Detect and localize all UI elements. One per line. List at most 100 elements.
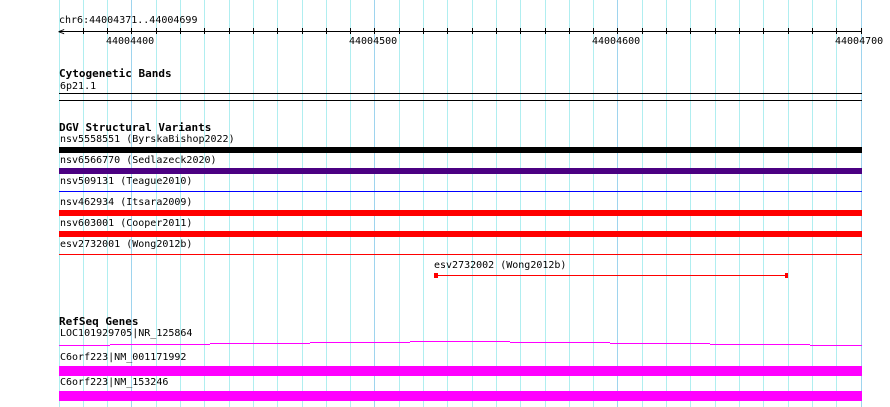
ruler-tick [229, 28, 230, 34]
grid-line [83, 0, 84, 407]
gene-line-segment[interactable] [310, 342, 410, 343]
ruler-label: 44004600 [592, 36, 641, 47]
variant-line[interactable] [59, 254, 862, 255]
gene-line-segment[interactable] [610, 343, 710, 344]
grid-line [423, 0, 424, 407]
variant-line[interactable] [59, 191, 862, 192]
ruler-tick [496, 28, 497, 34]
ruler-tick [788, 28, 789, 34]
ruler-tick [472, 28, 473, 34]
variant-bar[interactable] [59, 147, 862, 153]
ruler-tick [763, 28, 764, 34]
ruler-tick [277, 28, 278, 34]
grid-line [715, 0, 716, 407]
variant-bar[interactable] [59, 168, 862, 174]
grid-line [763, 0, 764, 407]
ruler-tick [399, 28, 400, 34]
ruler-tick [83, 28, 84, 34]
ruler-tick [326, 28, 327, 34]
grid-line [107, 0, 108, 407]
grid-line [59, 0, 60, 407]
ruler-tick [690, 28, 691, 34]
ruler-tick [156, 28, 157, 34]
band-label: 6p21.1 [60, 81, 97, 92]
grid-line [229, 0, 230, 407]
ruler-tick [180, 28, 181, 34]
grid-line [812, 0, 813, 407]
grid-line [593, 0, 594, 407]
ruler-tick [593, 28, 594, 34]
ruler-tick [350, 28, 351, 34]
track-title-refseq: RefSeq Genes [59, 315, 139, 328]
grid-line [374, 0, 375, 407]
ruler-tick [642, 28, 643, 34]
gene-label: LOC101929705|NR_125864 [60, 328, 193, 339]
band-line-top[interactable] [59, 93, 862, 94]
gene-line-segment[interactable] [110, 344, 210, 345]
variant-start-marker [434, 273, 438, 278]
gene-label: C6orf223|NM_001171992 [60, 352, 187, 363]
gene-line-segment[interactable] [410, 341, 510, 342]
ruler-tick [374, 28, 375, 34]
ruler-tick [302, 28, 303, 34]
variant-label: nsv6566770 (Sedlazeck2020) [60, 155, 217, 166]
gene-line-segment[interactable] [210, 343, 310, 344]
grid-line [302, 0, 303, 407]
gene-label: C6orf223|NM_153246 [60, 377, 169, 388]
ruler-tick [204, 28, 205, 34]
gene-bar[interactable] [59, 366, 862, 376]
track-title-cytoband: Cytogenetic Bands [59, 67, 172, 80]
variant-bar[interactable] [59, 210, 862, 216]
grid-line [520, 0, 521, 407]
left-arrow-icon[interactable]: < [58, 25, 65, 38]
ruler-tick [131, 28, 132, 34]
ruler-tick [812, 28, 813, 34]
grid-line [253, 0, 254, 407]
grid-line [666, 0, 667, 407]
gene-bar[interactable] [59, 391, 862, 401]
variant-label: nsv603001 (Cooper2011) [60, 218, 193, 229]
gene-line-segment[interactable] [510, 342, 610, 343]
gene-line-segment[interactable] [59, 345, 110, 346]
ruler-tick [861, 28, 862, 34]
grid-line [496, 0, 497, 407]
ruler-tick [569, 28, 570, 34]
grid-line [836, 0, 837, 407]
ruler-tick [739, 28, 740, 34]
ruler-tick [545, 28, 546, 34]
grid-line [447, 0, 448, 407]
gene-line-segment[interactable] [710, 344, 810, 345]
grid-line [180, 0, 181, 407]
ruler-label: 44004400 [106, 36, 155, 47]
grid-line [350, 0, 351, 407]
ruler-line [59, 31, 862, 32]
ruler-label: 44004700 [835, 36, 884, 47]
ruler-tick [520, 28, 521, 34]
grid-line [545, 0, 546, 407]
variant-label: nsv509131 (Teague2010) [60, 176, 193, 187]
grid-line [131, 0, 132, 407]
ruler-label: 44004500 [349, 36, 398, 47]
ruler-tick [617, 28, 618, 34]
grid-line [399, 0, 400, 407]
grid-line [861, 0, 862, 407]
grid-line [642, 0, 643, 407]
grid-line [204, 0, 205, 407]
variant-bar[interactable] [59, 231, 862, 237]
variant-label: esv2732001 (Wong2012b) [60, 239, 193, 250]
grid-line [788, 0, 789, 407]
gene-line-segment[interactable] [810, 345, 862, 346]
ruler-tick [447, 28, 448, 34]
grid-line [569, 0, 570, 407]
grid-line [739, 0, 740, 407]
grid-line [326, 0, 327, 407]
region-label: chr6:44004371..44004699 [59, 15, 198, 26]
variant-label: nsv462934 (Itsara2009) [60, 197, 193, 208]
grid-line [277, 0, 278, 407]
band-line-bottom[interactable] [59, 100, 862, 101]
ruler-tick [423, 28, 424, 34]
ruler-tick [836, 28, 837, 34]
variant-end-marker [785, 273, 788, 278]
ruler-tick [666, 28, 667, 34]
variant-line[interactable] [435, 275, 788, 276]
